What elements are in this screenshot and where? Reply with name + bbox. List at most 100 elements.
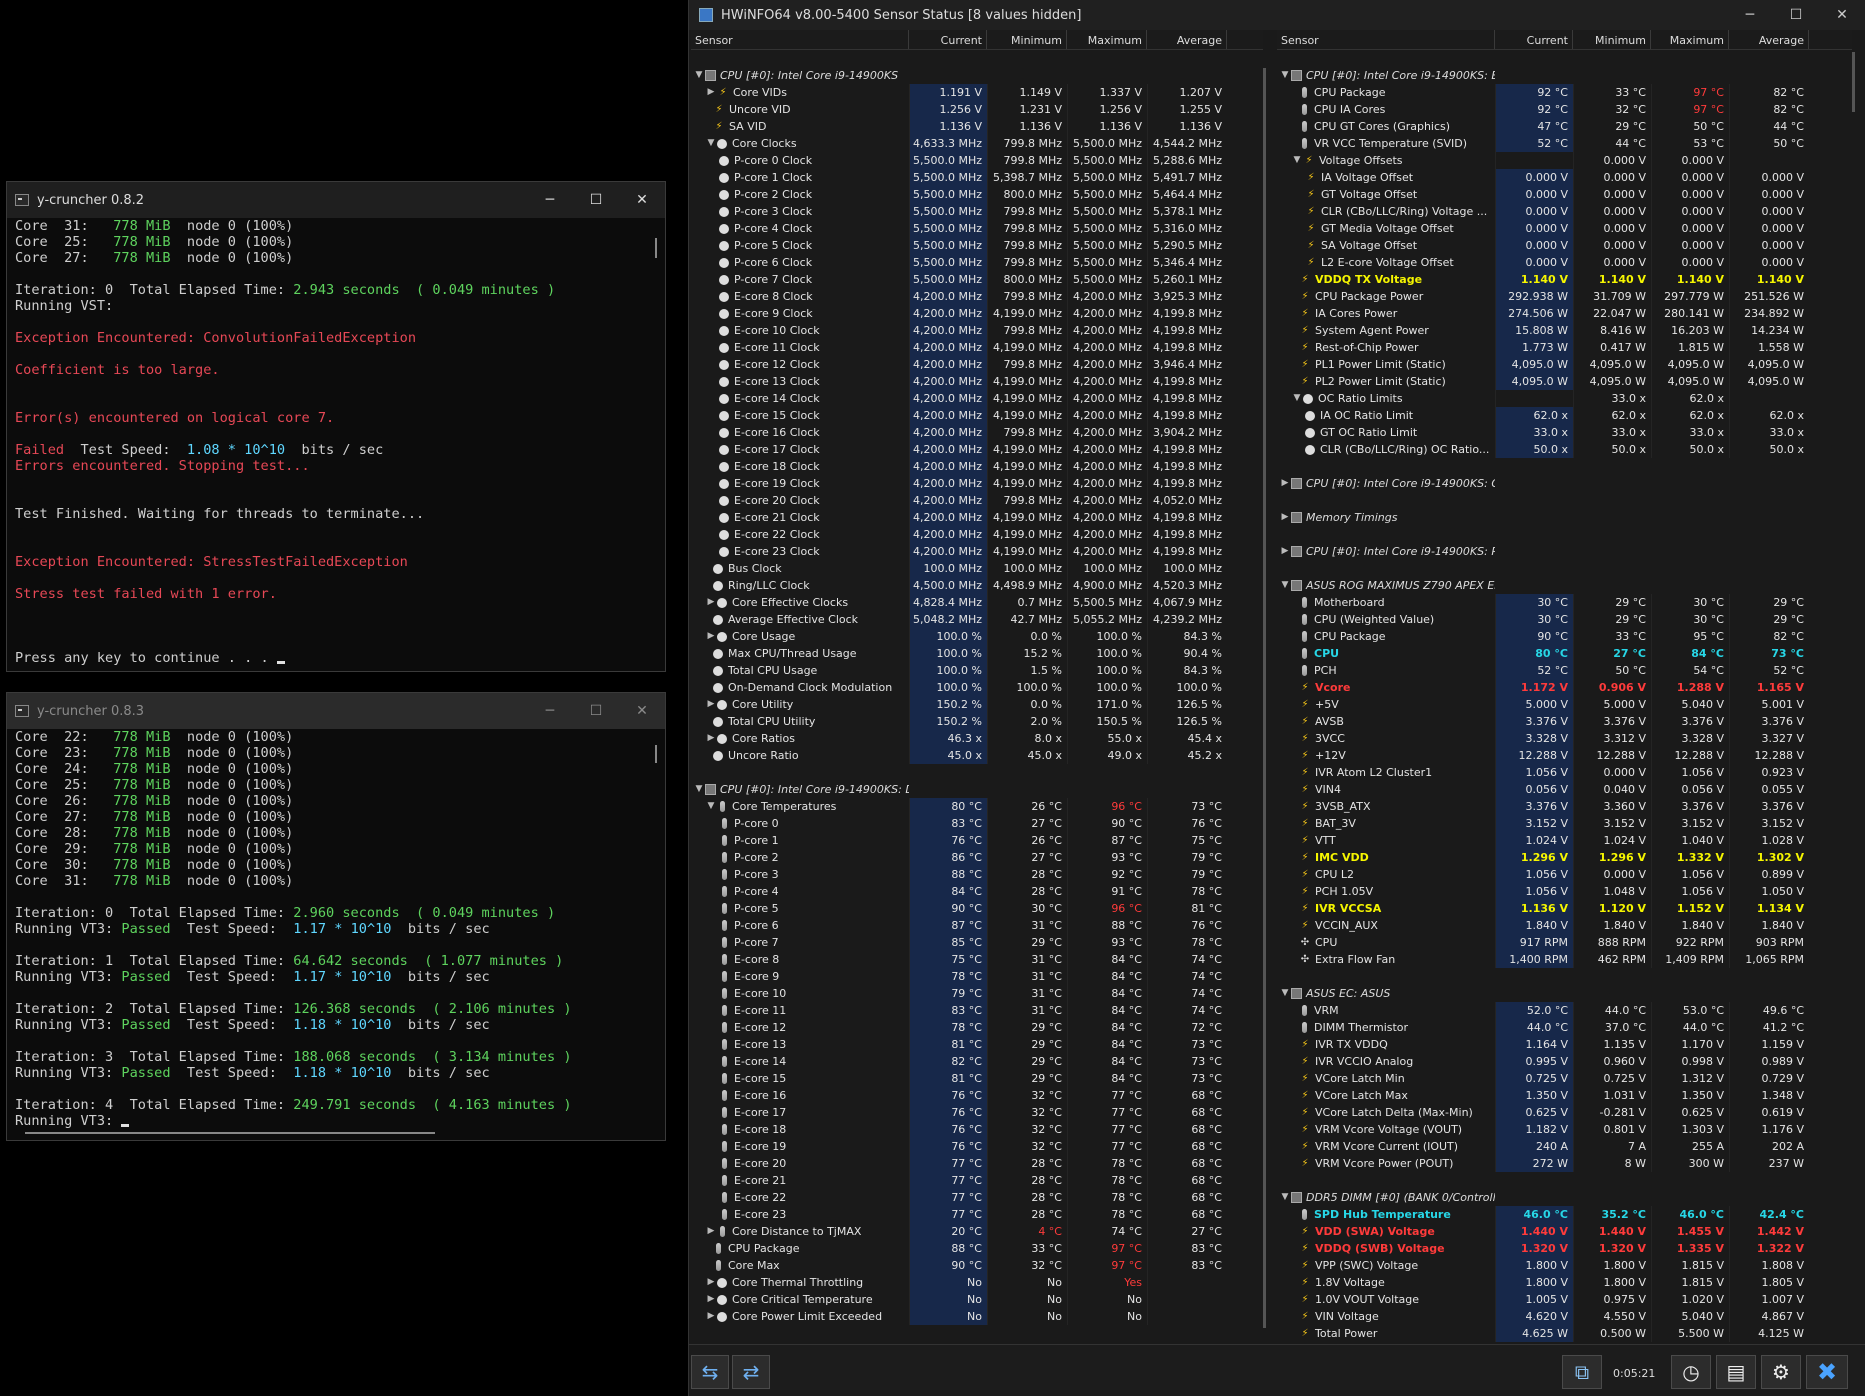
sensor-row[interactable]: VR VCC Temperature (SVID) 52 °C 44 °C 53 °C… — [1277, 135, 1852, 152]
sensor-row[interactable]: Uncore Ratio 45.0 x 45.0 x 49.0 x 45.2 x — [691, 747, 1263, 764]
console-output[interactable]: Core 22: 778 MiB node 0 (100%) Core 23: 7… — [15, 729, 645, 1140]
horizontal-scrollbar[interactable] — [25, 1132, 435, 1134]
scrollbar[interactable] — [655, 238, 657, 258]
sensor-row[interactable]: E-core 9 Clock 4,200.0 MHz 4,199.0 MHz 4,20… — [691, 305, 1263, 322]
sensor-row[interactable]: E-core 14 Clock 4,200.0 MHz 4,199.0 MHz 4,2… — [691, 390, 1263, 407]
sensor-row[interactable]: CPU Package 90 °C 33 °C 95 °C 82 °C — [1277, 628, 1852, 645]
sensor-row[interactable]: ▶ Core Effective Clocks 4,828.4 MHz 0.7 MHz… — [691, 594, 1263, 611]
sensor-row[interactable]: ▶ Core Critical Temperature No No No — [691, 1291, 1263, 1308]
expand-chevron-icon[interactable]: ▶ — [707, 87, 715, 97]
sensor-row[interactable]: ⚡ BAT_3V 3.152 V 3.152 V 3.152 V 3.152 V — [1277, 815, 1852, 832]
sensor-row[interactable]: ⚡ PCH 1.05V 1.056 V 1.048 V 1.056 V 1.050 V — [1277, 883, 1852, 900]
sensor-row[interactable]: CPU GT Cores (Graphics) 47 °C 29 °C 50 °C 44… — [1277, 118, 1852, 135]
sensor-row[interactable]: E-core 11 Clock 4,200.0 MHz 4,199.0 MHz 4,2… — [691, 339, 1263, 356]
sensor-row[interactable]: P-core 2 Clock 5,500.0 MHz 800.0 MHz 5,500.… — [691, 186, 1263, 203]
close-button[interactable]: ✕ — [1836, 7, 1848, 23]
maximize-button[interactable]: ☐ — [589, 703, 603, 719]
sensor-row[interactable]: ⚡ SA VID 1.136 V 1.136 V 1.136 V 1.136 V — [691, 118, 1263, 135]
sensor-row[interactable]: ⚡ PL1 Power Limit (Static) 4,095.0 W 4,095.… — [1277, 356, 1852, 373]
collapse-chevron-icon[interactable]: ▼ — [695, 784, 703, 794]
sensor-row[interactable]: E-core 18 76 °C 32 °C 77 °C 68 °C — [691, 1121, 1263, 1138]
sensor-row[interactable]: ⚡ AVSB 3.376 V 3.376 V 3.376 V 3.376 V — [1277, 713, 1852, 730]
expand-chevron-icon[interactable]: ▶ — [707, 1311, 715, 1321]
sensor-group-header[interactable]: ▼ CPU [#0]: Intel Core i9-14900KS: DTS — [691, 781, 1263, 798]
sensor-row[interactable]: E-core 17 76 °C 32 °C 77 °C 68 °C — [691, 1104, 1263, 1121]
scrollbar[interactable] — [1263, 68, 1266, 1328]
sensor-row[interactable]: ⚡ CPU L2 1.056 V 0.000 V 1.056 V 0.899 V — [1277, 866, 1852, 883]
sensor-row[interactable]: CPU Package 92 °C 33 °C 97 °C 82 °C — [1277, 84, 1852, 101]
sensor-row[interactable]: CPU 80 °C 27 °C 84 °C 73 °C — [1277, 645, 1852, 662]
sensor-row[interactable]: P-core 3 88 °C 28 °C 92 °C 79 °C — [691, 866, 1263, 883]
expand-chevron-icon[interactable]: ▶ — [707, 1226, 715, 1236]
sensor-row[interactable]: E-core 18 Clock 4,200.0 MHz 4,199.0 MHz 4,2… — [691, 458, 1263, 475]
sensor-row[interactable]: ▼ Core Clocks 4,633.3 MHz 799.8 MHz 5,500.0 … — [691, 135, 1263, 152]
collapse-chevron-icon[interactable]: ▼ — [1281, 1192, 1289, 1202]
sensor-row[interactable]: ✣ Extra Flow Fan 1,400 RPM 462 RPM 1,409 RPM… — [1277, 951, 1852, 968]
sensor-row[interactable]: E-core 15 81 °C 29 °C 84 °C 73 °C — [691, 1070, 1263, 1087]
scrollbar[interactable] — [1852, 52, 1855, 112]
sensor-row[interactable]: ▼ Core Temperatures 80 °C 26 °C 96 °C 73 °C — [691, 798, 1263, 815]
sensor-row[interactable]: E-core 23 77 °C 28 °C 78 °C 68 °C — [691, 1206, 1263, 1223]
sensor-row[interactable]: ▶ Core Ratios 46.3 x 8.0 x 55.0 x 45.4 x — [691, 730, 1263, 747]
sensor-row[interactable]: ▼ OC Ratio Limits 33.0 x 62.0 x — [1277, 390, 1852, 407]
sensor-row[interactable]: ⚡ System Agent Power 15.808 W 8.416 W 16.203… — [1277, 322, 1852, 339]
sensor-row[interactable]: ▼ ⚡ Voltage Offsets 0.000 V 0.000 V — [1277, 152, 1852, 169]
sensor-row[interactable]: Ring/LLC Clock 4,500.0 MHz 4,498.9 MHz 4,90… — [691, 577, 1263, 594]
sensor-row[interactable]: ▶ Core Power Limit Exceeded No No No — [691, 1308, 1263, 1325]
sensor-row[interactable]: ⚡ +12V 12.288 V 12.288 V 12.288 V 12.288 V — [1277, 747, 1852, 764]
title-bar[interactable]: y-cruncher 0.8.2 ─ ☐ ✕ — [7, 182, 665, 218]
sensor-row[interactable]: E-core 9 78 °C 31 °C 84 °C 74 °C — [691, 968, 1263, 985]
sensor-row[interactable]: E-core 21 77 °C 28 °C 78 °C 68 °C — [691, 1172, 1263, 1189]
sensor-row[interactable]: P-core 4 Clock 5,500.0 MHz 799.8 MHz 5,500.… — [691, 220, 1263, 237]
sensor-row[interactable]: P-core 4 84 °C 28 °C 91 °C 78 °C — [691, 883, 1263, 900]
navigate-left-right-icon[interactable]: ⇆ — [691, 1355, 729, 1389]
collapse-arrows-icon[interactable]: ⇄ — [732, 1355, 770, 1389]
sensor-row[interactable]: E-core 16 Clock 4,200.0 MHz 799.8 MHz 4,200… — [691, 424, 1263, 441]
collapse-chevron-icon[interactable]: ▼ — [707, 138, 715, 148]
minimize-button[interactable]: ─ — [545, 703, 555, 719]
sensor-row[interactable]: ⚡ PL2 Power Limit (Static) 4,095.0 W 4,095.… — [1277, 373, 1852, 390]
average-column-header[interactable]: Average — [1147, 30, 1227, 49]
sensor-group-header[interactable]: ▼ ASUS ROG MAXIMUS Z790 APEX ENCORE (Nuvo… — [1277, 577, 1852, 594]
sensor-row[interactable]: E-core 15 Clock 4,200.0 MHz 4,199.0 MHz 4,2… — [691, 407, 1263, 424]
sensor-row[interactable]: VRM 52.0 °C 44.0 °C 53.0 °C 49.6 °C — [1277, 1002, 1852, 1019]
sensor-row[interactable]: P-core 5 90 °C 30 °C 96 °C 81 °C — [691, 900, 1263, 917]
sensor-row[interactable]: ▶ Core Thermal Throttling No No Yes — [691, 1274, 1263, 1291]
sensor-row[interactable]: ▶ Core Usage 100.0 % 0.0 % 100.0 % 84.3 % — [691, 628, 1263, 645]
maximum-column-header[interactable]: Maximum — [1651, 30, 1729, 49]
sensor-row[interactable]: E-core 21 Clock 4,200.0 MHz 4,199.0 MHz 4,2… — [691, 509, 1263, 526]
sensor-row[interactable]: ⚡ 3VCC 3.328 V 3.312 V 3.328 V 3.327 V — [1277, 730, 1852, 747]
sensor-row[interactable]: E-core 14 82 °C 29 °C 84 °C 73 °C — [691, 1053, 1263, 1070]
sensor-row[interactable]: P-core 0 Clock 5,500.0 MHz 799.8 MHz 5,500.… — [691, 152, 1263, 169]
sensor-row[interactable]: Total CPU Utility 150.2 % 2.0 % 150.5 % 126.… — [691, 713, 1263, 730]
sensor-row[interactable]: E-core 17 Clock 4,200.0 MHz 4,199.0 MHz 4,2… — [691, 441, 1263, 458]
sensor-row[interactable]: ⚡ VDDQ (SWB) Voltage 1.320 V 1.320 V 1.335 V… — [1277, 1240, 1852, 1257]
sensor-row[interactable]: CLR (CBo/LLC/Ring) OC Ratio... 50.0 x 50.0… — [1277, 441, 1852, 458]
sensor-row[interactable]: E-core 10 Clock 4,200.0 MHz 799.8 MHz 4,200… — [691, 322, 1263, 339]
sensor-group-header[interactable]: ▼ CPU [#0]: Intel Core i9-14900KS — [691, 67, 1263, 84]
report-icon[interactable]: ▤ — [1716, 1355, 1756, 1389]
collapse-chevron-icon[interactable]: ▼ — [1281, 580, 1289, 590]
sensor-row[interactable]: ⚡ Uncore VID 1.256 V 1.231 V 1.256 V 1.255 V — [691, 101, 1263, 118]
ycruncher-window-082[interactable]: y-cruncher 0.8.2 ─ ☐ ✕ Core 31: 778 MiB … — [6, 181, 666, 672]
sensor-row[interactable]: GT OC Ratio Limit 33.0 x 33.0 x 33.0 x 33.0 … — [1277, 424, 1852, 441]
maximize-button[interactable]: ☐ — [1789, 7, 1803, 23]
sensor-row[interactable]: ⚡ +5V 5.000 V 5.000 V 5.040 V 5.001 V — [1277, 696, 1852, 713]
sensor-row[interactable]: DIMM Thermistor 44.0 °C 37.0 °C 44.0 °C 41.2… — [1277, 1019, 1852, 1036]
collapse-chevron-icon[interactable]: ▼ — [695, 70, 703, 80]
sensor-row[interactable]: ⚡ IVR TX VDDQ 1.164 V 1.135 V 1.170 V 1.159 V — [1277, 1036, 1852, 1053]
sensor-row[interactable]: Max CPU/Thread Usage 100.0 % 15.2 % 100.0 %… — [691, 645, 1263, 662]
sensor-row[interactable]: E-core 13 81 °C 29 °C 84 °C 73 °C — [691, 1036, 1263, 1053]
sensor-row[interactable]: ⚡ VCore Latch Min 0.725 V 0.725 V 1.312 V 0.7… — [1277, 1070, 1852, 1087]
sensor-row[interactable]: ⚡ IA Cores Power 274.506 W 22.047 W 280.141 … — [1277, 305, 1852, 322]
sensor-row[interactable]: E-core 13 Clock 4,200.0 MHz 4,199.0 MHz 4,2… — [691, 373, 1263, 390]
minimum-column-header[interactable]: Minimum — [1573, 30, 1651, 49]
settings-gear-icon[interactable]: ⚙ — [1761, 1355, 1801, 1389]
sensor-row[interactable]: SPD Hub Temperature 46.0 °C 35.2 °C 46.0 °C… — [1277, 1206, 1852, 1223]
sensor-row[interactable]: ⚡ VCore Latch Max 1.350 V 1.031 V 1.350 V 1.3… — [1277, 1087, 1852, 1104]
